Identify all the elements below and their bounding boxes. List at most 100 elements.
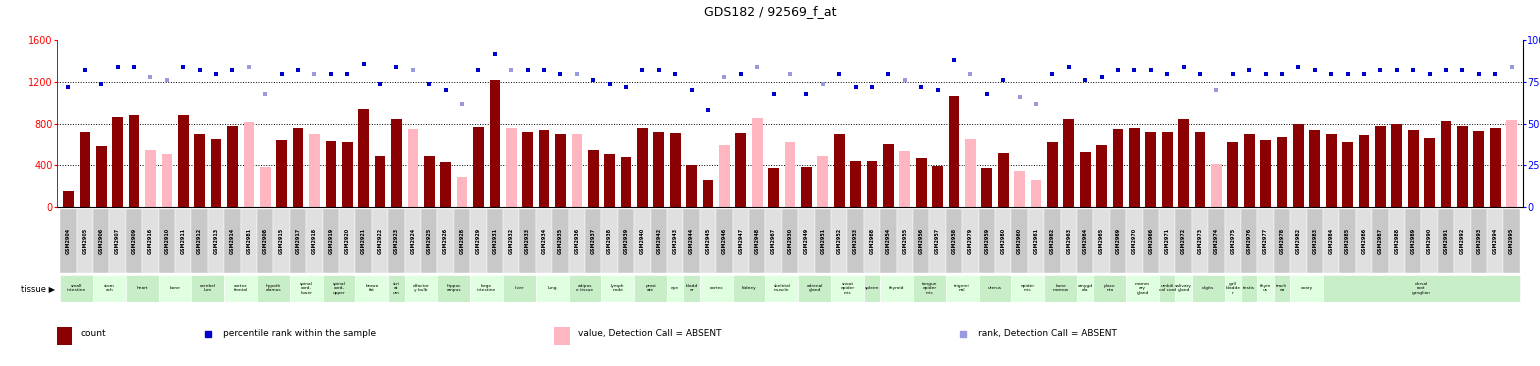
Bar — [1471, 209, 1488, 273]
Text: tongue
epider
mis: tongue epider mis — [921, 282, 938, 295]
Text: GSM2989: GSM2989 — [1411, 228, 1415, 254]
Text: GSM2940: GSM2940 — [641, 228, 645, 254]
Bar — [882, 144, 893, 207]
Bar — [1323, 274, 1520, 302]
Bar — [356, 274, 388, 302]
Bar — [995, 209, 1012, 273]
Text: GSM2930: GSM2930 — [787, 228, 793, 254]
Bar — [92, 209, 109, 273]
Bar — [881, 274, 913, 302]
Text: value, Detection Call = ABSENT: value, Detection Call = ABSENT — [578, 329, 721, 339]
Bar — [243, 123, 254, 207]
Bar — [1306, 209, 1323, 273]
Text: GSM2960: GSM2960 — [1016, 228, 1023, 254]
Text: lung: lung — [547, 286, 557, 290]
Bar — [1175, 274, 1192, 302]
Text: GSM2976: GSM2976 — [1247, 228, 1252, 254]
Text: GSM2917: GSM2917 — [296, 228, 300, 254]
Bar — [1224, 209, 1241, 273]
Text: GSM2973: GSM2973 — [1198, 228, 1203, 254]
Bar — [1076, 209, 1093, 273]
Text: GSM2969: GSM2969 — [1115, 228, 1121, 254]
Text: mamm
ary
gland: mamm ary gland — [1135, 282, 1150, 295]
Bar — [490, 80, 501, 207]
Bar — [733, 209, 748, 273]
Bar — [684, 274, 699, 302]
Text: GSM2936: GSM2936 — [574, 228, 579, 254]
Text: GSM2975: GSM2975 — [1230, 228, 1235, 254]
Text: GSM2934: GSM2934 — [542, 228, 547, 254]
Bar — [1227, 142, 1238, 207]
Text: liver: liver — [514, 286, 524, 290]
Text: GSM2915: GSM2915 — [279, 228, 285, 254]
Bar — [388, 209, 405, 273]
Text: GSM2926: GSM2926 — [444, 228, 448, 254]
Bar — [1192, 274, 1224, 302]
Text: GSM2922: GSM2922 — [377, 228, 382, 254]
Text: GSM2937: GSM2937 — [591, 228, 596, 254]
Text: GSM2938: GSM2938 — [607, 228, 611, 254]
Bar — [1326, 134, 1337, 207]
Text: GSM2945: GSM2945 — [705, 228, 710, 254]
Text: GSM2943: GSM2943 — [673, 228, 678, 254]
Bar — [1389, 209, 1404, 273]
Bar — [998, 153, 1009, 207]
Bar — [260, 167, 271, 207]
Text: spinal
cord,
upper: spinal cord, upper — [333, 282, 345, 295]
Bar — [504, 274, 536, 302]
Bar — [440, 162, 451, 207]
Bar — [801, 167, 812, 207]
Text: kidney: kidney — [742, 286, 756, 290]
Bar — [962, 209, 978, 273]
Bar — [306, 209, 323, 273]
Text: lymph
node: lymph node — [611, 284, 625, 292]
Bar — [1015, 171, 1026, 207]
Bar — [896, 209, 913, 273]
Bar — [899, 150, 910, 207]
Bar — [1277, 137, 1287, 207]
Text: GSM2957: GSM2957 — [935, 228, 939, 254]
Text: GSM2914: GSM2914 — [229, 228, 236, 254]
Bar — [687, 165, 698, 207]
Bar — [1291, 274, 1323, 302]
Bar — [634, 274, 667, 302]
Bar — [1113, 129, 1123, 207]
Bar — [208, 209, 225, 273]
Text: hypoth
alamus: hypoth alamus — [265, 284, 282, 292]
Bar — [554, 327, 570, 345]
Bar — [1110, 209, 1126, 273]
Bar — [1012, 209, 1027, 273]
Bar — [487, 209, 504, 273]
Bar — [1358, 135, 1369, 207]
Text: trach
ea: trach ea — [1277, 284, 1287, 292]
Text: uterus: uterus — [989, 286, 1003, 290]
Bar — [699, 209, 716, 273]
Bar — [752, 118, 762, 207]
Text: cortex
frontal: cortex frontal — [234, 284, 248, 292]
Bar — [1503, 209, 1520, 273]
Bar — [847, 209, 864, 273]
Bar — [257, 274, 290, 302]
Text: GSM2993: GSM2993 — [1477, 228, 1481, 254]
Bar — [932, 166, 942, 207]
Bar — [142, 209, 159, 273]
Bar — [323, 209, 339, 273]
Bar — [371, 209, 388, 273]
Bar — [519, 209, 536, 273]
Text: GSM2929: GSM2929 — [476, 228, 480, 254]
Bar — [667, 274, 684, 302]
Bar — [832, 274, 864, 302]
Bar — [1244, 134, 1255, 207]
Bar — [621, 157, 631, 207]
Bar — [1274, 274, 1291, 302]
Text: GSM2968: GSM2968 — [870, 228, 875, 254]
Text: GSM2911: GSM2911 — [180, 228, 186, 254]
Bar — [913, 274, 946, 302]
Bar — [388, 274, 405, 302]
Bar — [650, 209, 667, 273]
Bar — [310, 134, 320, 207]
Bar — [1440, 122, 1451, 207]
Bar — [832, 209, 847, 273]
Bar — [1421, 209, 1438, 273]
Bar — [454, 209, 470, 273]
